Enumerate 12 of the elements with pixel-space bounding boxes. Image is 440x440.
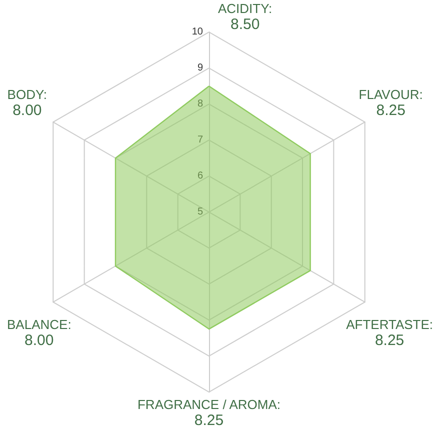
y-tick-label: 5	[197, 206, 204, 218]
y-tick-label: 7	[197, 134, 204, 146]
spoke-label: AFTERTASTE: 8.25	[346, 317, 433, 350]
y-tick-label: 6	[197, 170, 204, 182]
spoke-label: BALANCE: 8.00	[6, 317, 72, 350]
spoke-label: BODY: 8.00	[7, 87, 48, 120]
y-tick-label: 9	[197, 62, 204, 74]
spoke-label: ACIDITY: 8.50	[218, 1, 272, 34]
y-tick-label: 10	[192, 26, 204, 38]
spoke-label: FRAGRANCE / AROMA: 8.25	[137, 397, 281, 430]
spoke-label: FLAVOUR: 8.25	[358, 87, 423, 120]
y-tick-label: 8	[197, 98, 204, 110]
